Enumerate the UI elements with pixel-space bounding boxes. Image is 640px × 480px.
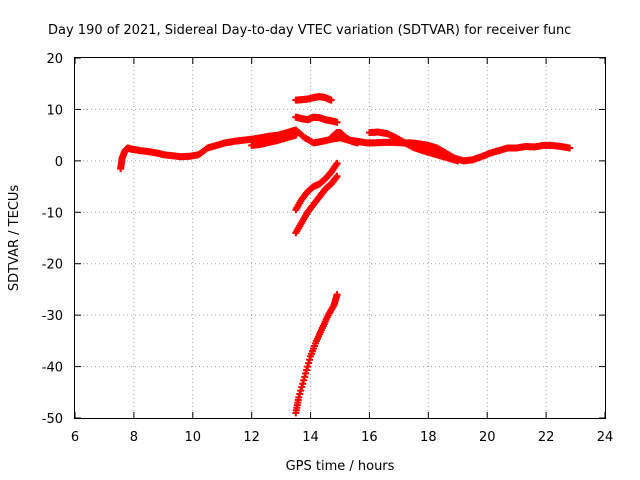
data-point bbox=[566, 144, 574, 152]
y-tick-label: 10 bbox=[46, 103, 63, 118]
data-point bbox=[333, 291, 341, 299]
x-tick-label: 18 bbox=[420, 430, 437, 445]
data-point bbox=[333, 118, 341, 126]
y-tick-label: -20 bbox=[42, 258, 63, 273]
data-point bbox=[333, 172, 341, 180]
data-point bbox=[292, 131, 300, 139]
grid bbox=[75, 58, 605, 418]
chart-title: Day 190 of 2021, Sidereal Day-to-day VTE… bbox=[48, 23, 571, 38]
y-axis-label: SDTVAR / TECUs bbox=[7, 185, 22, 292]
data-point bbox=[354, 139, 362, 147]
data-points bbox=[117, 93, 574, 417]
x-tick-label: 24 bbox=[597, 430, 614, 445]
y-tick-label: 20 bbox=[46, 52, 63, 67]
data-point bbox=[454, 157, 462, 165]
y-tick-label: 0 bbox=[55, 155, 63, 170]
y-tick-label: -30 bbox=[42, 309, 63, 324]
data-point bbox=[327, 96, 335, 104]
y-tick-label: -40 bbox=[42, 361, 63, 376]
y-tick-label: -10 bbox=[42, 206, 63, 221]
y-tick-label: -50 bbox=[42, 412, 63, 427]
x-tick-label: 22 bbox=[538, 430, 555, 445]
x-axis-label: GPS time / hours bbox=[286, 459, 395, 474]
x-tick-label: 16 bbox=[361, 430, 378, 445]
x-axis: 6 8 10 12 14 16 18 20 22 24 bbox=[71, 58, 613, 445]
y-axis: -50 -40 -30 -20 -10 0 10 20 bbox=[42, 52, 605, 427]
plot-frame bbox=[74, 57, 606, 419]
x-tick-label: 20 bbox=[479, 430, 496, 445]
x-tick-label: 6 bbox=[71, 430, 79, 445]
x-tick-label: 14 bbox=[302, 430, 319, 445]
x-tick-label: 10 bbox=[185, 430, 202, 445]
data-point bbox=[333, 159, 341, 167]
x-tick-label: 8 bbox=[130, 430, 138, 445]
x-tick-label: 12 bbox=[243, 430, 260, 445]
